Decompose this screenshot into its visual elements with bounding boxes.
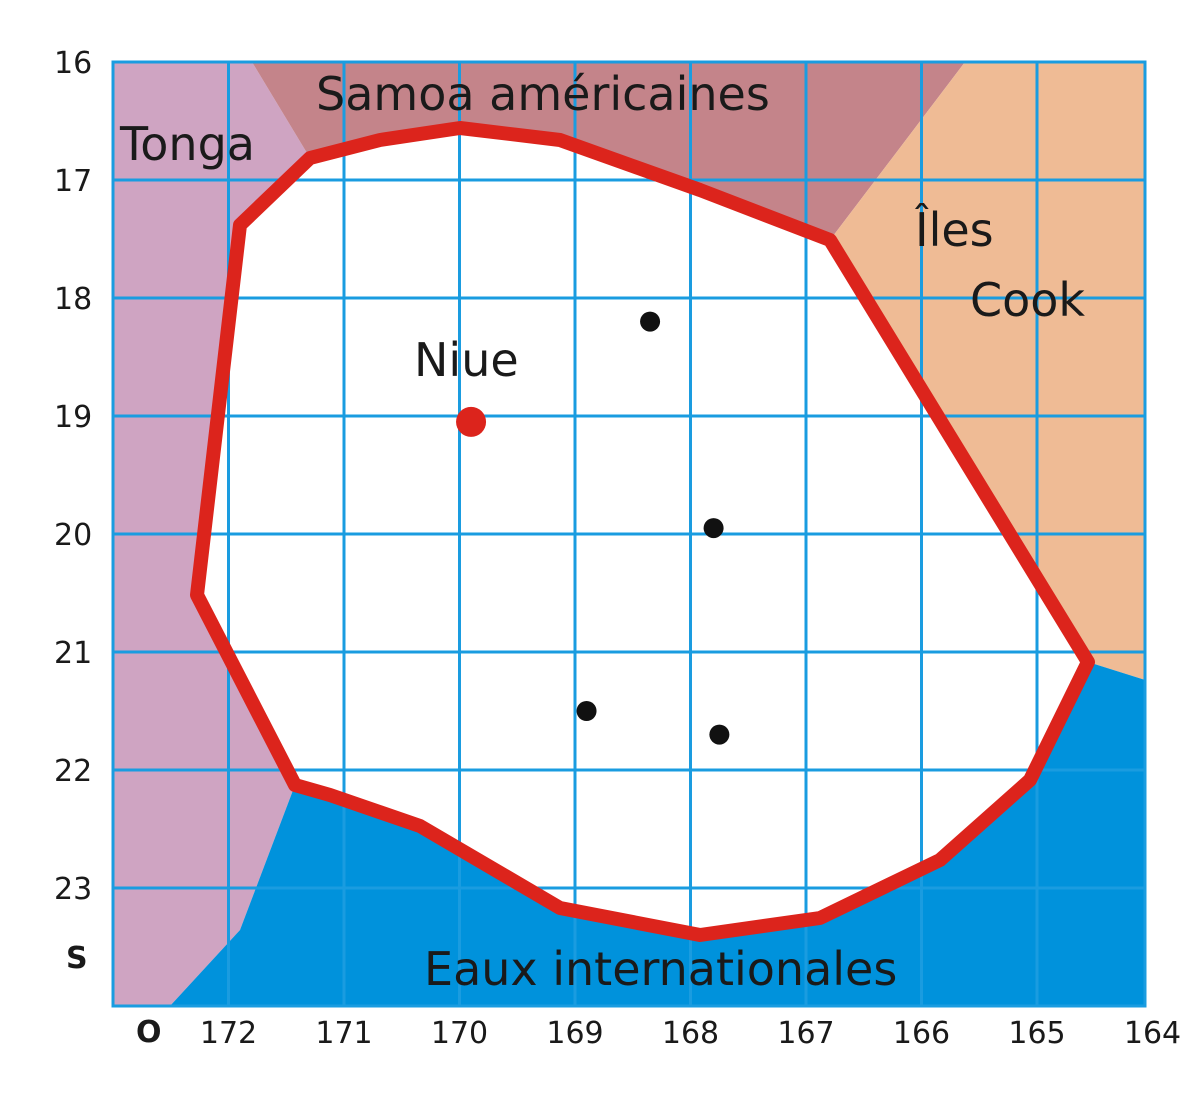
longitude-label: 172 — [200, 1016, 257, 1051]
longitude-labels: 172 171 170 169 168 167 166 165 164 — [200, 1016, 1181, 1051]
longitude-label: 165 — [1008, 1016, 1065, 1051]
latitude-label: 21 — [54, 636, 92, 671]
cook-label-line2: Cook — [970, 273, 1085, 327]
latitude-labels: 16 17 18 19 20 21 22 23 — [54, 46, 92, 907]
longitude-label: 164 — [1124, 1016, 1181, 1051]
niue-eez-interior — [197, 128, 1088, 935]
longitude-label: 171 — [315, 1016, 372, 1051]
cook-label-line1: Îles — [914, 203, 994, 257]
latitude-label: 16 — [54, 46, 92, 81]
latitude-label: 22 — [54, 754, 92, 789]
longitude-label: 166 — [893, 1016, 950, 1051]
samoa-label: Samoa américaines — [316, 67, 770, 121]
niue-label: Niue — [414, 333, 519, 387]
map-frame — [111, 60, 1147, 1008]
island-dot[interactable] — [709, 724, 730, 745]
international-waters-region — [170, 662, 1145, 1006]
international-waters-label: Eaux internationales — [424, 942, 897, 996]
latitude-label: 19 — [54, 400, 92, 435]
latitude-direction-label: S — [66, 941, 88, 976]
longitude-direction-label: O — [136, 1015, 162, 1050]
islands — [576, 311, 730, 745]
latitude-label: 23 — [54, 872, 92, 907]
longitude-label: 170 — [431, 1016, 488, 1051]
island-dot[interactable] — [703, 518, 724, 539]
latitude-label: 17 — [54, 164, 92, 199]
longitude-label: 168 — [662, 1016, 719, 1051]
coordinate-grid — [113, 62, 1145, 1006]
capital-marker[interactable] — [456, 406, 487, 437]
island-dot[interactable] — [576, 701, 597, 721]
cook-region — [830, 62, 1145, 680]
niue-eez-border — [190, 121, 1095, 942]
latitude-label: 20 — [54, 518, 92, 553]
tonga-label: Tonga — [119, 117, 255, 171]
latitude-label: 18 — [54, 282, 92, 317]
longitude-label: 169 — [546, 1016, 603, 1051]
longitude-label: 167 — [777, 1016, 834, 1051]
island-dot[interactable] — [640, 311, 661, 332]
